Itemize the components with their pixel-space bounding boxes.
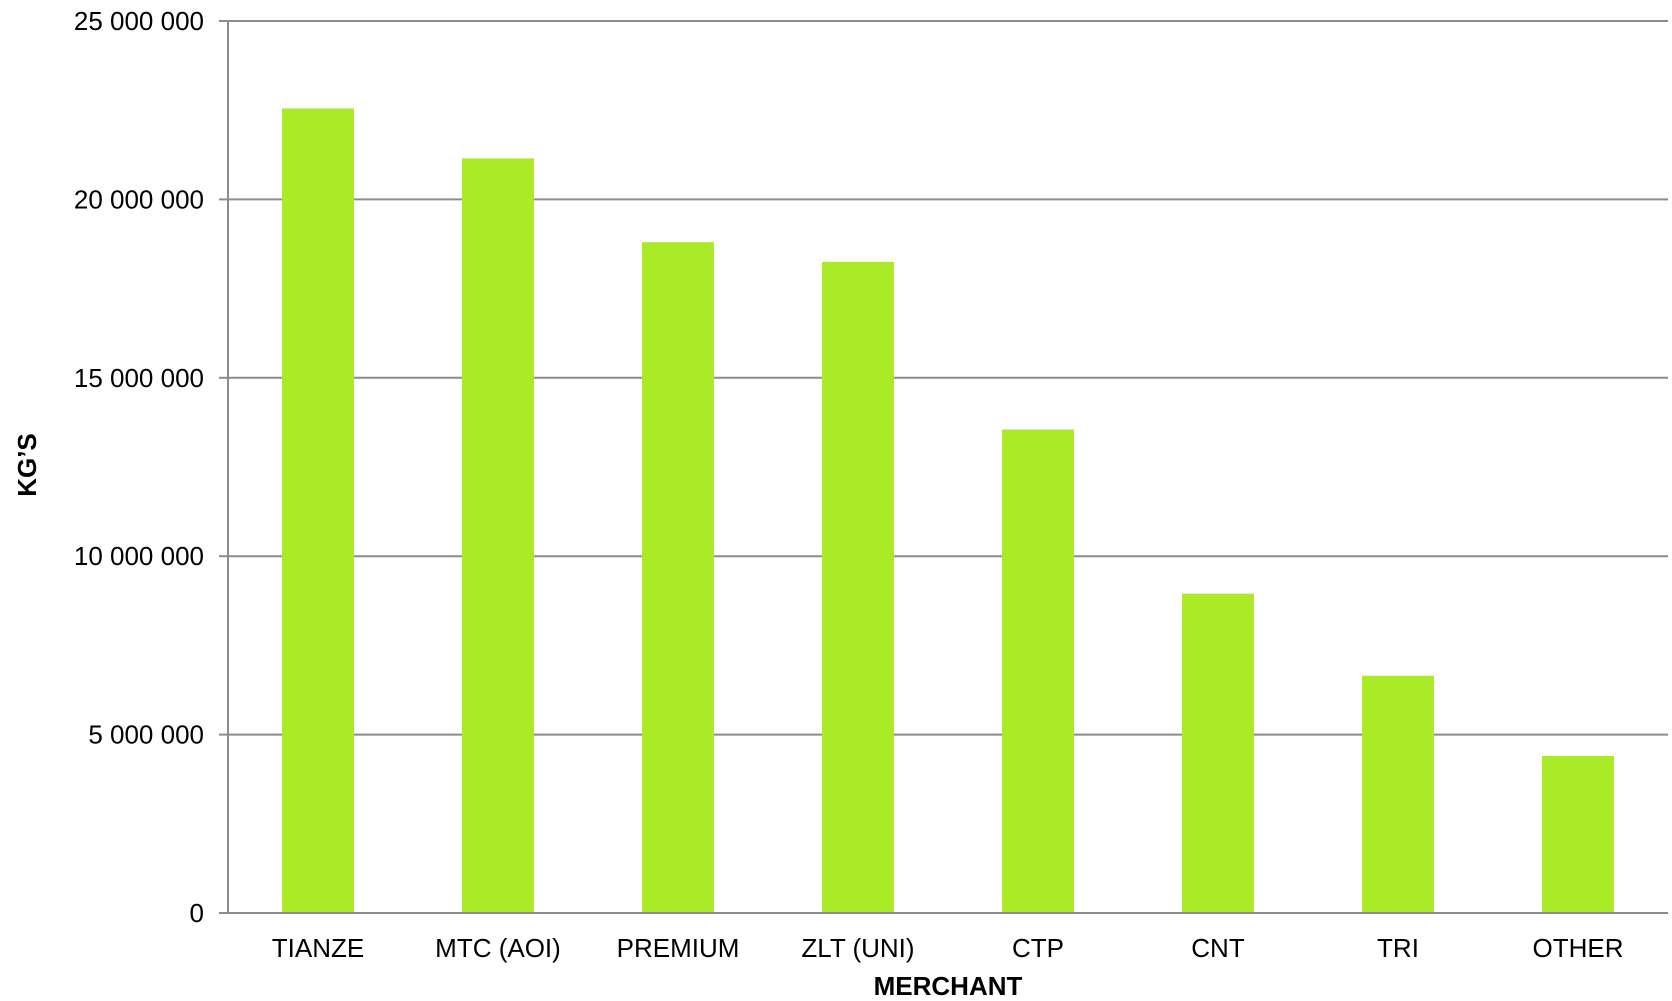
x-tick-label: CNT: [1191, 933, 1245, 963]
bar-tri: [1362, 675, 1434, 913]
bar-premium: [642, 242, 714, 913]
y-tick-label: 10 000 000: [74, 541, 204, 571]
y-tick-label: 20 000 000: [74, 184, 204, 214]
bar-zlt-uni: [822, 261, 894, 914]
bar-ctp: [1002, 429, 1074, 913]
bar-mtc-aoi: [462, 158, 534, 914]
grid-lines: [219, 20, 1668, 914]
y-tick-label: 5 000 000: [88, 720, 204, 750]
x-tick-label: MTC (AOI): [435, 933, 561, 963]
x-axis-title: MERCHANT: [874, 971, 1023, 1001]
y-tick-label: 0: [190, 898, 204, 928]
x-tick-labels: TIANZE MTC (AOI) PREMIUM ZLT (UNI) CTP CNT TRI…: [272, 933, 1624, 963]
x-tick-label: ZLT (UNI): [801, 933, 914, 963]
y-tick-label: 15 000 000: [74, 363, 204, 393]
bar-cnt: [1182, 593, 1254, 913]
x-tick-label: TRI: [1377, 933, 1419, 963]
y-tick-label: 25 000 000: [74, 6, 204, 36]
x-tick-label: CTP: [1012, 933, 1064, 963]
bars: [282, 108, 1614, 914]
bar-tianze: [282, 108, 354, 913]
x-tick-label: PREMIUM: [617, 933, 740, 963]
y-tick-labels: 0 5 000 000 10 000 000 15 000 000 20 000 000…: [74, 6, 204, 928]
y-axis-title: KG’S: [12, 433, 42, 497]
x-tick-label: OTHER: [1533, 933, 1624, 963]
bar-other: [1542, 756, 1614, 913]
axes: [227, 21, 1668, 914]
x-tick-label: TIANZE: [272, 933, 364, 963]
